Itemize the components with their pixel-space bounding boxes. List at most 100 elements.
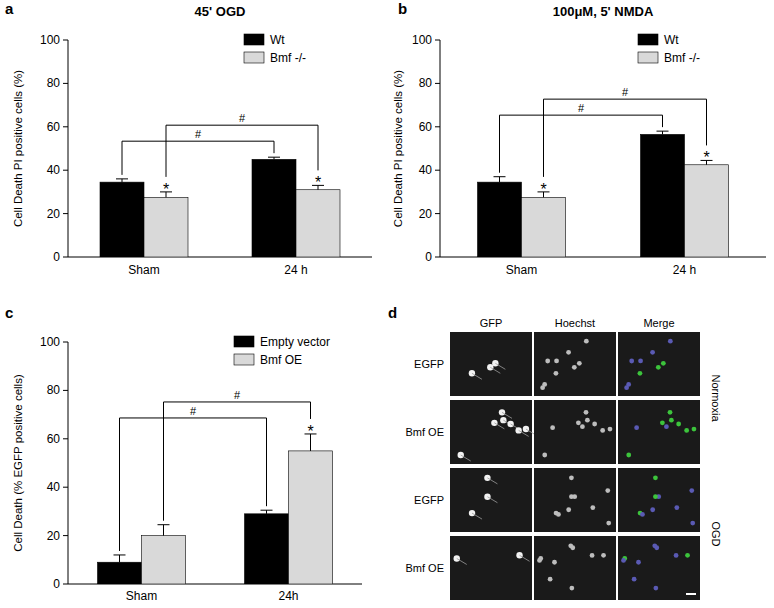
cell	[669, 418, 674, 423]
tile-background	[618, 536, 700, 600]
legend-swatch	[638, 34, 658, 45]
chart-title: 45' OGD	[195, 4, 246, 19]
micrograph-tile	[618, 536, 700, 600]
tile-background	[534, 332, 616, 396]
cell	[608, 427, 613, 432]
error-bar	[158, 525, 170, 536]
panel-label: a	[5, 0, 14, 17]
y-axis-line	[440, 40, 441, 257]
micrograph-tile	[534, 468, 616, 532]
chart-panel: a45' OGDCell Death PI positive cells (%)…	[5, 0, 372, 277]
micrograph-tile	[450, 400, 536, 464]
micrograph-tile	[534, 536, 616, 600]
cell	[668, 410, 673, 415]
comparison-bracket: #	[120, 405, 267, 551]
cell	[653, 494, 658, 499]
figure: a 45' OGD Cell Death PI positive cells (%)…	[0, 0, 774, 608]
y-tick	[435, 126, 440, 127]
y-tick-label: 60	[47, 432, 61, 446]
y-tick	[63, 83, 68, 84]
cell	[640, 512, 645, 517]
cell	[580, 424, 585, 429]
micrograph-tile	[450, 332, 532, 396]
cell	[584, 339, 589, 344]
legend: Wt Bmf -/-	[638, 33, 700, 65]
cell	[650, 507, 655, 512]
y-tick	[63, 126, 68, 127]
cell	[684, 428, 689, 433]
y-axis-line	[68, 40, 69, 257]
bar	[478, 182, 522, 257]
tile-background	[534, 536, 616, 600]
significance-star: *	[703, 149, 709, 166]
legend-label: Bmf -/-	[664, 51, 700, 65]
bracket-line	[164, 402, 311, 521]
error-cap	[116, 178, 128, 179]
column-header: Merge	[643, 317, 674, 329]
x-tick-label: Sham	[128, 263, 159, 277]
tile-background	[450, 468, 532, 532]
y-tick-label: 60	[47, 120, 61, 134]
error-bar	[494, 177, 506, 182]
error-cap	[657, 131, 669, 132]
cell	[492, 360, 498, 366]
bracket-line	[122, 141, 274, 175]
cell	[542, 453, 547, 458]
legend-label: Bmf OE	[260, 353, 302, 367]
micrograph-tile	[450, 468, 532, 532]
bracket-label: #	[195, 128, 202, 140]
cell	[584, 410, 589, 415]
cell	[592, 422, 597, 427]
cell	[469, 370, 475, 376]
cell	[515, 427, 521, 433]
bar	[142, 536, 186, 584]
neurite	[487, 497, 497, 503]
y-tick-label: 20	[47, 529, 61, 543]
legend-swatch	[638, 52, 658, 63]
y-tick-label: 40	[419, 163, 433, 177]
y-tick-label: 20	[47, 207, 61, 221]
panel-label: d	[388, 304, 397, 321]
bar	[252, 159, 296, 257]
y-tick-label: 0	[53, 250, 60, 264]
cell	[570, 545, 575, 550]
y-axis-label: Cell Death PI positive cells (%)	[392, 70, 404, 227]
comparison-bracket: #	[166, 112, 318, 177]
bar	[522, 197, 566, 257]
legend: Empty vectorBmf OE	[234, 335, 330, 367]
cell	[661, 361, 666, 366]
cell	[600, 428, 605, 433]
y-tick-label: 40	[47, 480, 61, 494]
y-tick-label: 40	[47, 163, 61, 177]
legend: WtBmf -/-	[244, 33, 306, 65]
bar	[144, 197, 188, 257]
cell	[650, 350, 655, 355]
y-tick-label: 0	[425, 250, 432, 264]
y-tick-label: 100	[412, 33, 432, 47]
legend-label: Wt	[664, 33, 679, 47]
cell	[550, 425, 555, 430]
neurite	[472, 513, 482, 519]
cell	[572, 365, 577, 370]
condition-label: Normoxia	[710, 374, 722, 422]
micrograph-tile	[618, 332, 700, 396]
bar	[245, 514, 289, 584]
cell	[674, 553, 679, 558]
error-cap	[114, 554, 126, 555]
tile-background	[450, 400, 532, 464]
cell	[577, 361, 582, 366]
neurite	[457, 558, 467, 564]
marks	[478, 131, 729, 257]
cell	[554, 359, 559, 364]
neurite	[520, 555, 530, 561]
micrograph-tile	[450, 536, 532, 600]
bracket-line	[500, 115, 663, 173]
cell	[638, 371, 643, 376]
image-panel: dGFPHoechstMergeEGFPBmf OEEGFPBmf OENorm…	[388, 304, 722, 600]
cell	[458, 452, 464, 458]
error-stem	[163, 525, 164, 536]
y-tick-label: 100	[40, 33, 60, 47]
error-cap	[261, 510, 273, 511]
y-tick	[63, 40, 68, 41]
y-tick-label: 80	[47, 383, 61, 397]
